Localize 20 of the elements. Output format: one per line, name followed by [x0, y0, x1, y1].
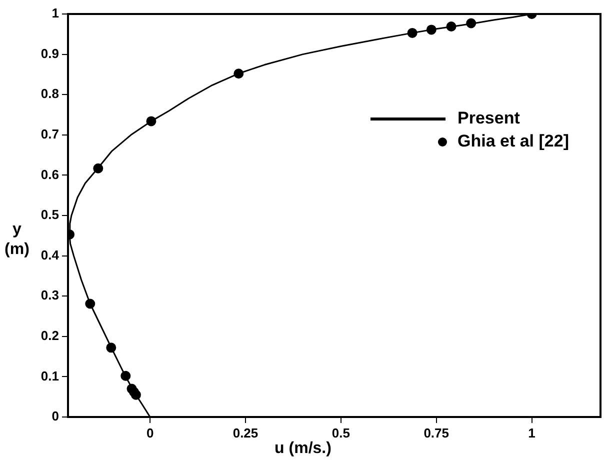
x-tick-label: 0.25 — [232, 425, 258, 440]
legend-label: Present — [458, 108, 520, 128]
y-tick-label: 0.6 — [40, 166, 59, 182]
y-tick-label: 0.7 — [40, 126, 59, 142]
x-axis-title: u (m/s.) — [274, 440, 332, 458]
y-tick-label: 0 — [52, 408, 59, 424]
y-tick-label: 0.4 — [40, 247, 60, 262]
y-tick-label: 0.2 — [40, 328, 59, 343]
y-tick-label: 0.1 — [40, 368, 59, 384]
legend-label: Ghia et al [22] — [458, 132, 569, 151]
x-tick-label: 0.5 — [332, 425, 350, 440]
x-tick-label: 0.75 — [424, 425, 450, 440]
x-tick-label: 1 — [528, 425, 536, 440]
y-tick-label: 0.8 — [40, 86, 59, 102]
y-tick-label: 0.5 — [40, 207, 59, 222]
x-tick-label: 0 — [146, 425, 154, 440]
y-tick-label: 1 — [52, 6, 59, 21]
y-tick-label: 0.3 — [40, 288, 59, 303]
y-axis-title: y (m) — [4, 220, 30, 260]
y-tick-label: 0.9 — [40, 46, 59, 61]
